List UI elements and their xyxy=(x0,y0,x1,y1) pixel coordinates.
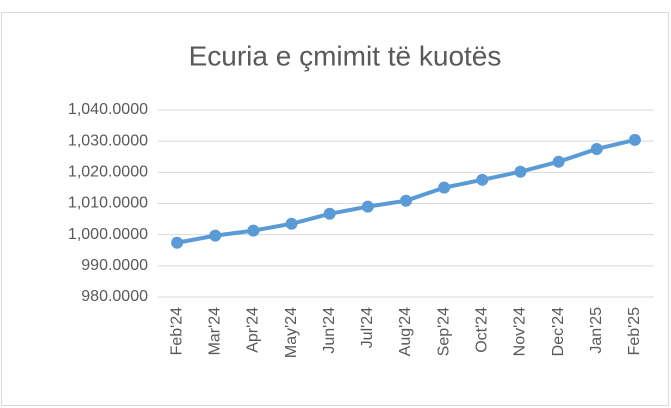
chart-title: Ecuria e çmimit të kuotës xyxy=(189,40,502,71)
marker xyxy=(590,142,603,155)
marker xyxy=(514,165,527,178)
marker xyxy=(552,155,565,168)
x-tick-label: Jan'25 xyxy=(588,307,605,354)
x-tick-label: Jul'24 xyxy=(359,307,376,348)
y-tick-label: 980.0000 xyxy=(81,288,148,305)
x-tick-label: May'24 xyxy=(283,307,300,358)
x-tick-label: Nov'24 xyxy=(512,307,529,356)
y-tick-label: 1,010.0000 xyxy=(68,195,148,212)
marker xyxy=(323,207,336,220)
y-tick-label: 1,020.0000 xyxy=(68,164,148,181)
x-tick-label: Aug'24 xyxy=(397,307,414,356)
marker xyxy=(247,224,260,237)
x-tick-label: Mar'24 xyxy=(206,307,223,356)
marker xyxy=(361,200,374,213)
x-tick-label: Apr'24 xyxy=(245,307,262,353)
y-tick-label: 1,040.0000 xyxy=(68,101,148,118)
x-tick-label: Sep'24 xyxy=(435,307,452,356)
y-tick-label: 990.0000 xyxy=(81,257,148,274)
y-tick-label: 1,000.0000 xyxy=(68,226,148,243)
marker xyxy=(628,133,641,146)
marker xyxy=(438,181,451,194)
marker xyxy=(400,194,412,207)
x-tick-label: Jun'24 xyxy=(321,307,338,354)
x-tick-label: Oct'24 xyxy=(474,307,491,353)
marker xyxy=(285,217,298,230)
chart-border xyxy=(1,12,669,406)
marker xyxy=(476,173,489,186)
y-tick-label: 1,030.0000 xyxy=(68,132,148,149)
x-tick-label: Feb'24 xyxy=(168,307,185,356)
x-tick-label: Dec'24 xyxy=(550,307,567,356)
marker xyxy=(171,236,184,249)
marker xyxy=(209,229,222,242)
x-tick-label: Feb'25 xyxy=(626,307,643,356)
